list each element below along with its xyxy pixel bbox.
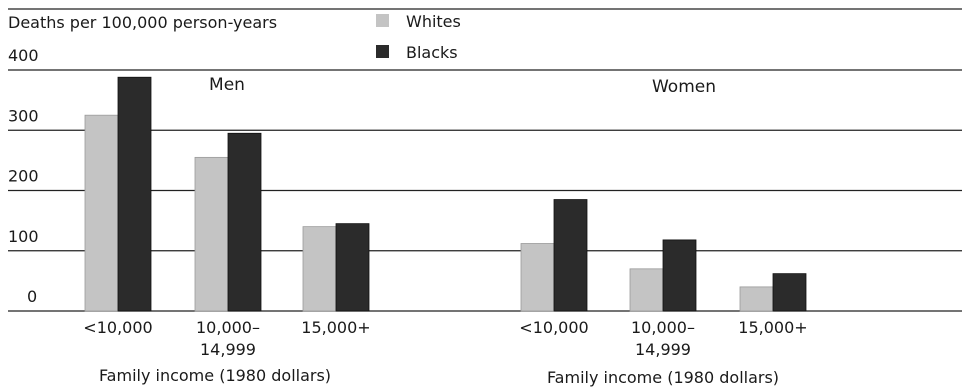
bar-women-blacks-2 bbox=[772, 273, 807, 312]
x-tick-label: 14,999 bbox=[635, 340, 691, 359]
legend-label-blacks: Blacks bbox=[406, 43, 458, 62]
bar-women-whites-2 bbox=[739, 286, 774, 312]
bar-men-whites-0 bbox=[84, 114, 119, 312]
bar-women-blacks-0 bbox=[553, 199, 588, 312]
bar-men-whites-1 bbox=[194, 156, 229, 312]
x-tick-label: 15,000+ bbox=[738, 318, 807, 337]
x-axis-label-women: Family income (1980 dollars) bbox=[547, 368, 779, 387]
bar-women-whites-0 bbox=[520, 243, 555, 312]
panel-title-women: Women bbox=[652, 77, 716, 97]
bar-women-whites-1 bbox=[629, 268, 664, 312]
x-tick-label: 10,000– bbox=[196, 318, 260, 337]
y-axis-label: Deaths per 100,000 person-years bbox=[8, 13, 277, 32]
bar-men-blacks-1 bbox=[227, 132, 262, 312]
legend-swatch-blacks bbox=[376, 45, 389, 58]
y-tick-label: 0 bbox=[27, 287, 37, 306]
bar-men-blacks-0 bbox=[117, 76, 152, 312]
bar-women-blacks-1 bbox=[662, 239, 697, 312]
bar-men-whites-2 bbox=[302, 226, 337, 312]
y-tick-label: 200 bbox=[8, 167, 39, 186]
x-tick-label: 15,000+ bbox=[301, 318, 370, 337]
panel-title-men: Men bbox=[209, 75, 245, 95]
x-tick-label: 14,999 bbox=[200, 340, 256, 359]
x-axis-label-men: Family income (1980 dollars) bbox=[99, 366, 331, 385]
bar-men-blacks-2 bbox=[335, 223, 370, 312]
x-tick-label: 10,000– bbox=[631, 318, 695, 337]
legend-swatch-whites bbox=[376, 14, 389, 27]
y-tick-label: 300 bbox=[8, 106, 39, 125]
x-tick-label: <10,000 bbox=[519, 318, 588, 337]
y-tick-label: 400 bbox=[8, 46, 39, 65]
y-tick-label: 100 bbox=[8, 227, 39, 246]
legend-label-whites: Whites bbox=[406, 12, 461, 31]
x-tick-label: <10,000 bbox=[83, 318, 152, 337]
